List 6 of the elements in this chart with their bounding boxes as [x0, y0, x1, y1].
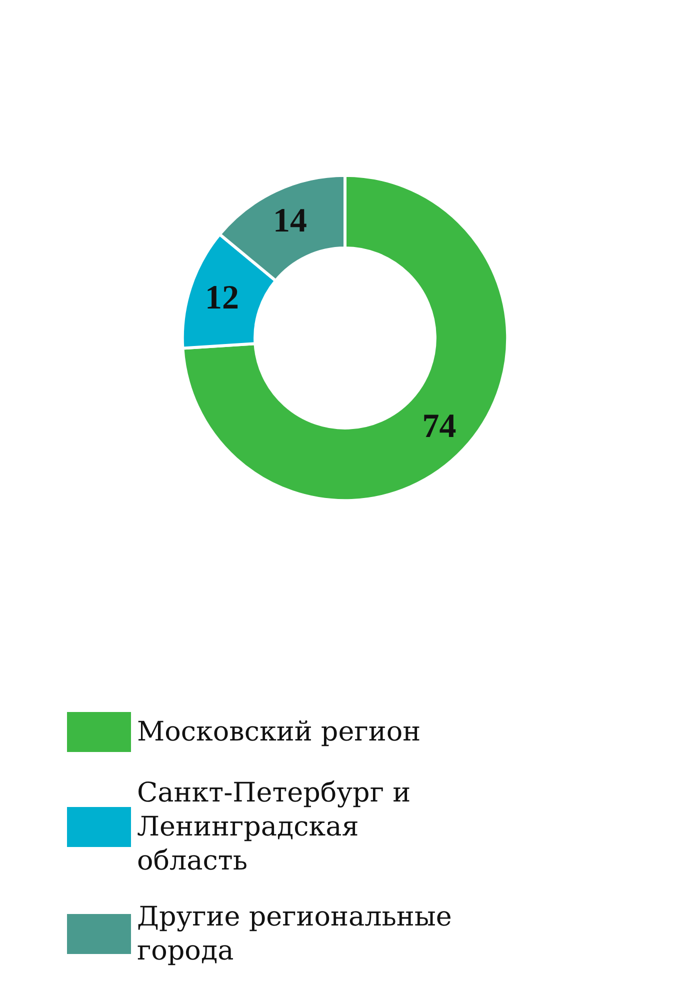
legend-label: Санкт-Петербург и Ленинградская область: [137, 778, 420, 876]
legend-label: Другие региональные города: [137, 902, 460, 966]
data-label: 74: [422, 408, 456, 446]
data-label: 14: [272, 202, 307, 240]
legend-label: Московский регион: [137, 716, 421, 748]
data-label: 12: [205, 280, 240, 317]
